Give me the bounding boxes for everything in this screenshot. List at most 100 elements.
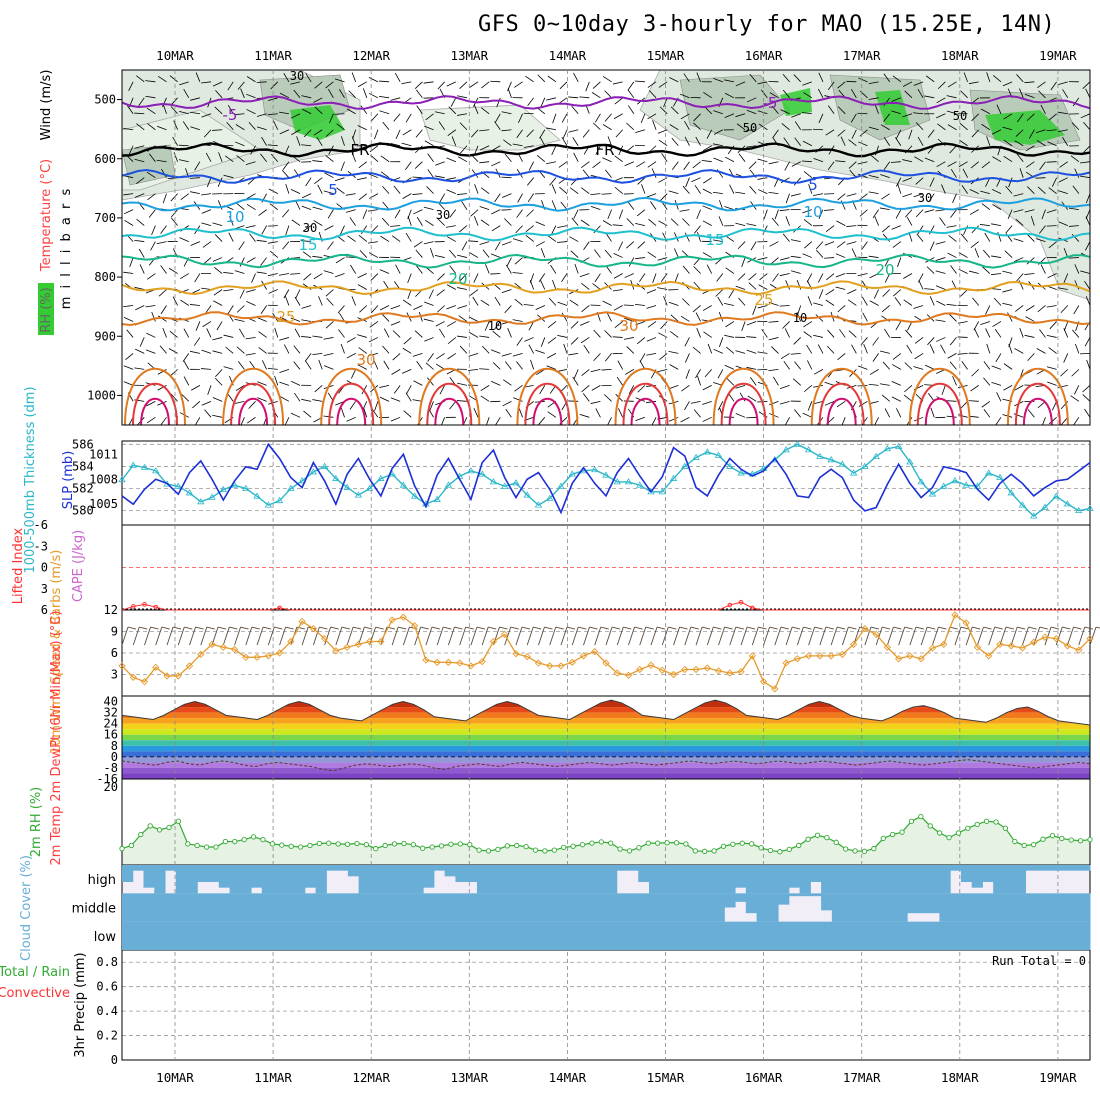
cloud-low-bar bbox=[745, 921, 758, 950]
wind-barb bbox=[178, 110, 189, 115]
wind-barb bbox=[949, 314, 957, 322]
wind-barb bbox=[1060, 369, 1069, 377]
wind-barb bbox=[373, 360, 379, 370]
wind-barb bbox=[282, 209, 290, 218]
cloud-middle-bar bbox=[778, 893, 790, 905]
wind-barb bbox=[573, 72, 579, 83]
wind-barb bbox=[535, 305, 545, 310]
wind-barb bbox=[697, 375, 701, 386]
wind-barb bbox=[122, 288, 123, 290]
wind-barb bbox=[893, 289, 902, 297]
wind-barb bbox=[977, 626, 984, 646]
wind-barb bbox=[256, 271, 267, 274]
wind-barb bbox=[525, 225, 534, 233]
wind-barb bbox=[961, 361, 968, 370]
wind-barb bbox=[132, 626, 140, 646]
thickness-point bbox=[816, 452, 824, 459]
wind-barb bbox=[469, 289, 479, 296]
isotherm-surface-loop bbox=[712, 367, 775, 425]
wind-barb bbox=[436, 289, 445, 296]
wind-barb bbox=[447, 353, 457, 360]
wind-barb bbox=[492, 330, 501, 338]
wind-barb bbox=[1080, 113, 1090, 119]
temp-y-tick: -8 bbox=[104, 761, 118, 775]
wind-barb bbox=[501, 289, 512, 294]
cloud-low-bar bbox=[670, 921, 682, 950]
wind-barb bbox=[525, 235, 534, 242]
wind-barb bbox=[416, 360, 423, 370]
wind-barb bbox=[329, 113, 334, 124]
thickness-point bbox=[320, 462, 329, 469]
wind-barb bbox=[145, 305, 156, 308]
wind-barb bbox=[1013, 257, 1024, 263]
cloud-high-bar bbox=[778, 865, 790, 894]
wind-barb bbox=[669, 364, 679, 370]
wind-barb bbox=[685, 177, 690, 188]
rh2m-point bbox=[767, 847, 774, 854]
wind-barb bbox=[547, 337, 557, 344]
rh2m-point bbox=[485, 848, 492, 854]
wind-barb bbox=[797, 305, 802, 316]
wind-barb bbox=[718, 216, 724, 226]
thickness-point bbox=[692, 453, 700, 460]
rh2m-point bbox=[523, 843, 529, 850]
wind-barb bbox=[1062, 89, 1069, 99]
cloud-level-label: low bbox=[94, 930, 117, 945]
wind-barb bbox=[808, 626, 816, 646]
wind-barb bbox=[128, 145, 134, 156]
wind-speed-point bbox=[962, 619, 970, 627]
wind-barb bbox=[379, 110, 390, 115]
cloud-high-bar bbox=[466, 865, 478, 882]
wind-barb bbox=[401, 142, 412, 147]
thickness-point bbox=[557, 482, 565, 489]
wind-speed-point bbox=[951, 611, 959, 619]
wind-barb bbox=[123, 365, 134, 370]
wind-barb bbox=[1051, 177, 1057, 187]
slp-y-tick: 1008 bbox=[89, 472, 118, 486]
wind-barb bbox=[279, 337, 290, 341]
precip-y-tick: 0.6 bbox=[96, 980, 118, 994]
date-label-top: 17MAR bbox=[843, 48, 881, 63]
wind-barb bbox=[590, 400, 601, 404]
wind-barb bbox=[817, 344, 824, 354]
wind-barb bbox=[940, 344, 946, 354]
wind-barb bbox=[670, 218, 679, 226]
wind-barb bbox=[405, 392, 412, 402]
wind-barb bbox=[517, 193, 523, 203]
precip-total-legend: Total / Rain bbox=[0, 965, 70, 980]
wind-barb bbox=[201, 193, 212, 196]
rh2m-y-tick: 20 bbox=[104, 780, 118, 794]
wind-barb bbox=[693, 122, 701, 131]
wind-barb bbox=[302, 225, 312, 232]
temperature-plot bbox=[122, 700, 1090, 779]
wind-barb bbox=[717, 369, 724, 379]
wind-barb bbox=[634, 303, 645, 306]
rh2m-point bbox=[946, 834, 952, 841]
wind-barb bbox=[407, 273, 412, 283]
cloud-high-bar bbox=[1025, 865, 1037, 871]
wind-barb bbox=[170, 193, 178, 202]
wind-barb bbox=[861, 296, 868, 306]
wind-barb bbox=[746, 336, 757, 338]
lifted-index-ylabel: Lifted Index bbox=[11, 527, 26, 604]
wind-barb bbox=[201, 368, 212, 370]
wind-barb bbox=[451, 136, 457, 146]
wind-barb bbox=[260, 257, 267, 266]
wind-barb bbox=[659, 353, 668, 360]
wind-barb bbox=[935, 285, 946, 290]
cloud-low-bar bbox=[821, 921, 833, 950]
cloud-low-bar bbox=[928, 921, 940, 950]
wind-barb bbox=[479, 241, 490, 245]
wind-barb bbox=[969, 188, 979, 195]
wind-barb bbox=[785, 626, 793, 646]
wind-barb bbox=[935, 241, 946, 245]
wind-barb bbox=[1013, 193, 1024, 197]
wind-barb bbox=[518, 113, 523, 124]
rh2m-point bbox=[438, 843, 445, 849]
cloud-low-bar bbox=[831, 921, 844, 950]
wind-barb bbox=[123, 381, 134, 386]
wind-barb bbox=[479, 335, 490, 338]
temp-ylabel: 2m Temp 2m DewPt (6hr Min/Max) (°C) bbox=[49, 611, 64, 866]
wind-barb bbox=[790, 353, 801, 355]
cloud-low-bar bbox=[1079, 921, 1091, 950]
